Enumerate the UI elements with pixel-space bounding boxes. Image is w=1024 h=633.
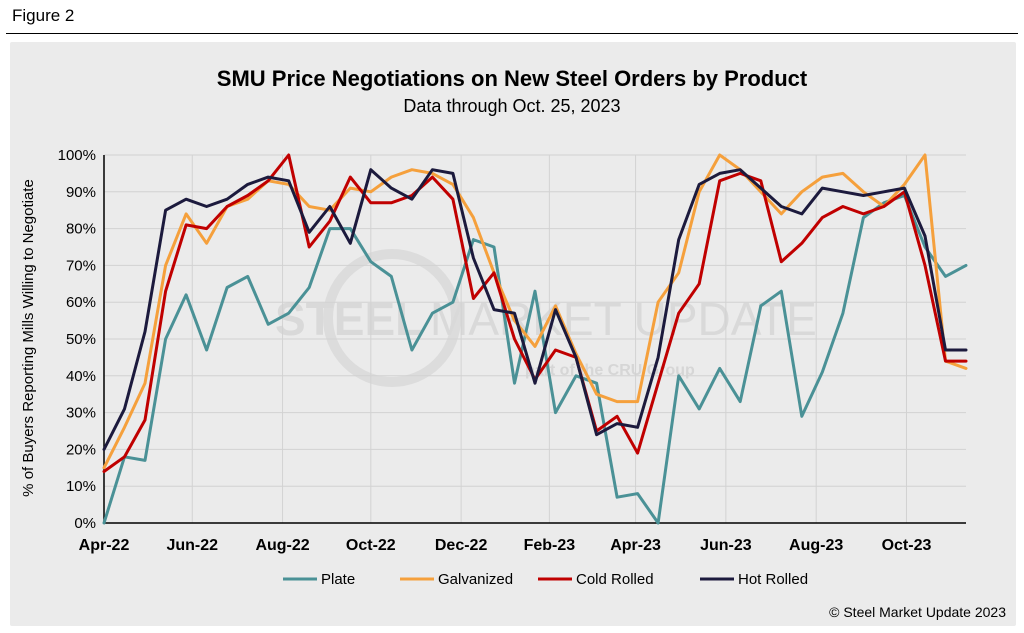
watermark: STEEL MARKET UPDATE part of the CRU Grou… xyxy=(275,249,817,387)
y-tick-label: 40% xyxy=(66,368,96,385)
x-tick-label: Aug-22 xyxy=(255,537,309,554)
x-tick-label: Dec-22 xyxy=(435,537,488,554)
legend-label-plate: Plate xyxy=(321,571,355,588)
copyright-text: © Steel Market Update 2023 xyxy=(829,604,1006,620)
y-tick-label: 90% xyxy=(66,184,96,201)
header-divider xyxy=(6,33,1018,34)
chart-subtitle: Data through Oct. 25, 2023 xyxy=(403,96,620,116)
x-tick-label: Jun-22 xyxy=(166,537,218,554)
y-axis-label: % of Buyers Reporting Mills Willing to N… xyxy=(20,179,37,497)
chart-title: SMU Price Negotiations on New Steel Orde… xyxy=(217,66,808,91)
x-axis-ticks: Apr-22 Jun-22 Aug-22 Oct-22 Dec-22 Feb-23 Apr-… xyxy=(79,537,932,554)
legend-label-hot-rolled: Hot Rolled xyxy=(738,571,808,588)
legend-label-galvanized: Galvanized xyxy=(438,571,513,588)
x-tick-label: Oct-22 xyxy=(346,537,396,554)
x-tick-label: Jun-23 xyxy=(700,537,752,554)
gridlines xyxy=(103,154,966,524)
y-tick-label: 70% xyxy=(66,257,96,274)
y-tick-label: 50% xyxy=(66,331,96,348)
figure-label: Figure 2 xyxy=(12,6,75,25)
series-lines xyxy=(102,153,968,525)
series-line-hot-rolled xyxy=(102,168,968,451)
y-tick-label: 100% xyxy=(58,147,96,164)
x-tick-label: Feb-23 xyxy=(524,537,576,554)
y-tick-label: 80% xyxy=(66,221,96,238)
watermark-brand-b: MARKET UPDATE xyxy=(430,293,817,345)
y-tick-label: 0% xyxy=(74,515,96,532)
y-tick-label: 10% xyxy=(66,478,96,495)
y-tick-label: 60% xyxy=(66,294,96,311)
figure-header: Figure 2 xyxy=(0,0,1024,34)
series-line-galvanized xyxy=(102,153,968,470)
series-line-plate xyxy=(102,194,968,525)
y-axis-ticks: 0% 10% 20% 30% 40% 50% 60% 70% 80% 90% 100% xyxy=(58,147,96,532)
y-tick-label: 30% xyxy=(66,405,96,422)
x-tick-label: Apr-23 xyxy=(610,537,661,554)
x-tick-label: Aug-23 xyxy=(789,537,843,554)
legend: Plate Galvanized Cold Rolled Hot Rolled xyxy=(283,571,808,588)
legend-label-cold-rolled: Cold Rolled xyxy=(576,571,654,588)
x-tick-label: Oct-23 xyxy=(882,537,932,554)
watermark-logo-icon xyxy=(323,249,461,387)
x-tick-label: Apr-22 xyxy=(79,537,130,554)
y-tick-label: 20% xyxy=(66,441,96,458)
